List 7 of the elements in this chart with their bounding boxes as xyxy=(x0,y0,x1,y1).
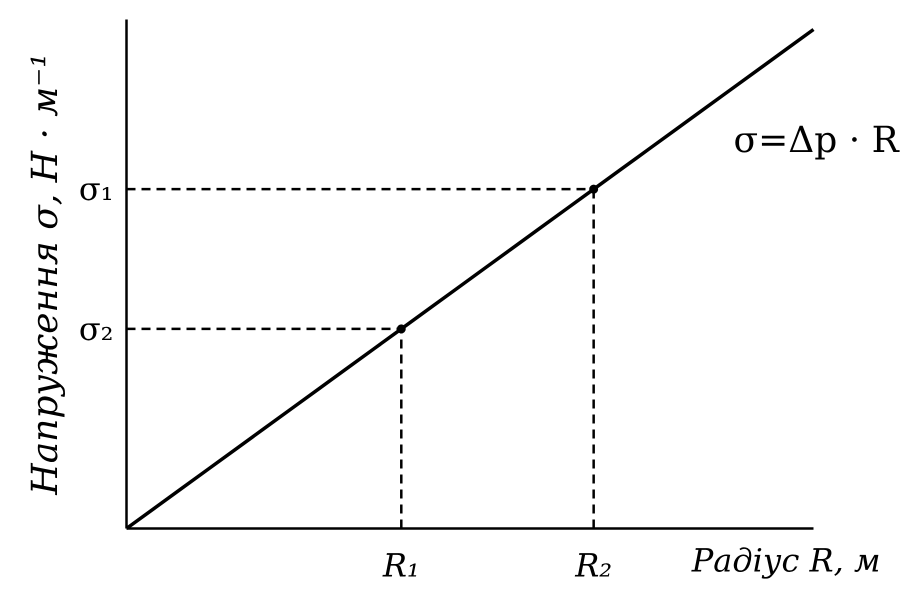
x-tick-label: R₂ xyxy=(574,546,612,584)
x-axis-title: Радіус R, м xyxy=(690,542,880,580)
y-axis-title: Напруження σ, Н · м⁻¹ xyxy=(25,53,66,496)
series-label: σ₂ xyxy=(78,310,114,348)
series-label: σ₁ xyxy=(78,170,114,208)
annotation: σ=Δp · R xyxy=(734,120,900,161)
x-tick-label: R₁ xyxy=(382,546,420,584)
